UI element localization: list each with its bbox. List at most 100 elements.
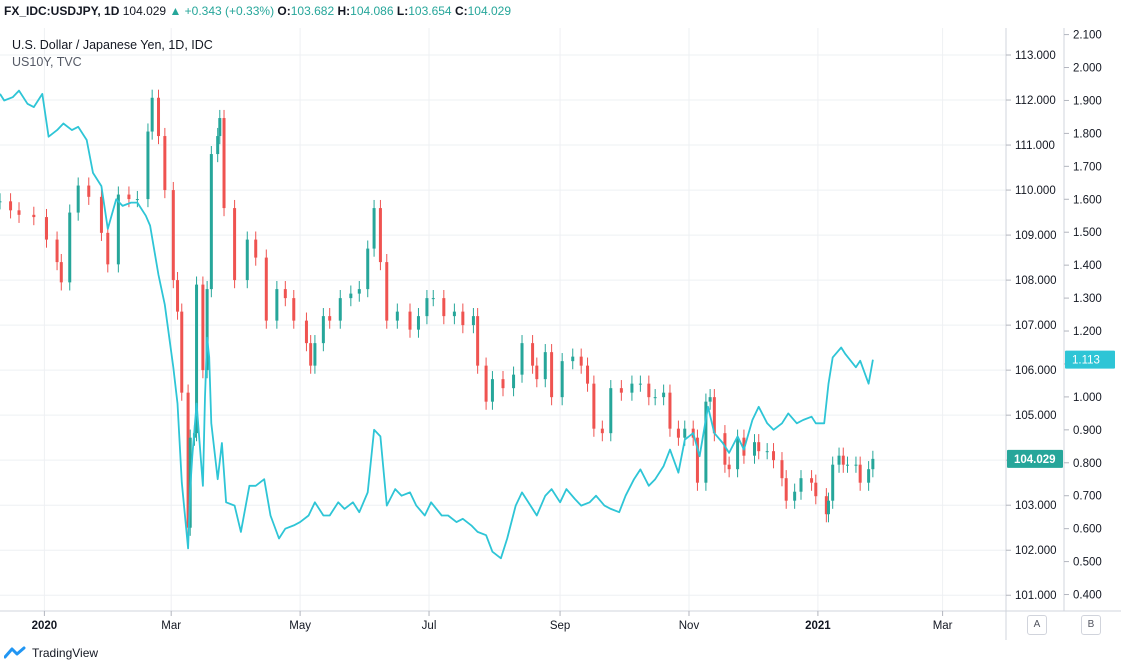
us10y-tick-label: 1.000	[1073, 392, 1102, 404]
us10y-tick-label: 1.200	[1073, 326, 1102, 338]
us10y-last-value: 1.113	[1072, 355, 1100, 367]
scale-b-button[interactable]: B	[1081, 615, 1101, 635]
candle-body	[431, 298, 435, 300]
candle-body	[157, 97, 161, 137]
high-label: H:	[337, 4, 351, 18]
candle-body	[408, 311, 412, 330]
candle-body	[216, 136, 220, 155]
time-tick-label: 2020	[32, 620, 58, 632]
candle-body	[727, 464, 731, 470]
close-label: C:	[454, 4, 468, 18]
us10y-tick-label: 2.000	[1073, 63, 1102, 75]
candle-body	[619, 388, 623, 393]
candle-body	[357, 289, 361, 294]
candle-body	[845, 464, 849, 466]
candle-body	[579, 356, 583, 366]
candle-body	[592, 383, 596, 429]
candle-body	[784, 478, 788, 501]
us10y-price-axis[interactable]: 2.100 2.000 1.900 1.800 1.700 1.600 1.500 1.400…	[1064, 30, 1102, 602]
candle-body	[867, 469, 871, 483]
candle-body	[9, 201, 13, 211]
candle-body	[814, 482, 818, 497]
symbol-header: FX_IDC:USDJPY, 1D 104.029 ▲ +0.343 (+0.3…	[4, 4, 511, 18]
us10y-tick-label: 1.600	[1073, 194, 1102, 206]
legend-main-series[interactable]: U.S. Dollar / Japanese Yen, 1D, IDC	[12, 38, 213, 52]
symbol-name[interactable]: FX_IDC:USDJPY, 1D	[4, 4, 120, 18]
last-value-badges: 1.113 104.029	[1007, 350, 1115, 468]
candle-body	[535, 365, 539, 380]
usdjpy-tick-label: 106.000	[1015, 365, 1057, 377]
time-tick-label: May	[289, 620, 311, 632]
candle-body	[476, 316, 480, 366]
candle-body	[600, 428, 604, 434]
high-value: 104.086	[350, 4, 394, 18]
candle-body	[283, 289, 287, 299]
candle-body	[550, 352, 554, 398]
candle-body	[810, 478, 814, 483]
candle-body	[765, 451, 769, 453]
candle-body	[501, 379, 505, 389]
candle-body	[254, 239, 258, 258]
candle-body	[309, 343, 313, 366]
candle-body	[461, 311, 465, 326]
usdjpy-tick-label: 110.000	[1015, 185, 1056, 197]
chart-svg[interactable]: 113.000 112.000 111.000 110.000 109.000 108.0…	[0, 28, 1121, 640]
usdjpy-candles	[0, 89, 875, 536]
candle-body	[195, 284, 199, 434]
us10y-line	[0, 89, 874, 560]
close-value: 104.029	[467, 4, 512, 18]
candle-body	[416, 316, 420, 330]
chart-legend: U.S. Dollar / Japanese Yen, 1D, IDC US10…	[12, 37, 213, 71]
us10y-line-series	[0, 89, 874, 560]
us10y-tick-label: 0.900	[1073, 425, 1102, 437]
candle-body	[560, 361, 564, 398]
time-tick-label: Mar	[161, 620, 181, 632]
last-price: 104.029	[122, 4, 167, 18]
usdjpy-tick-label: 105.000	[1015, 410, 1057, 422]
candle-body	[531, 343, 535, 366]
candle-body	[668, 392, 672, 429]
candle-body	[292, 298, 296, 321]
candle-body	[772, 451, 776, 461]
candle-body	[630, 383, 634, 393]
candle-body	[543, 352, 547, 380]
candle-body	[676, 428, 680, 438]
usdjpy-tick-label: 112.000	[1015, 95, 1056, 107]
candle-body	[366, 248, 370, 290]
candle-body	[163, 136, 167, 191]
us10y-tick-label: 0.800	[1073, 458, 1102, 470]
candle-body	[321, 316, 325, 344]
us10y-tick-label: 1.900	[1073, 95, 1102, 107]
candle-body	[712, 397, 716, 434]
candle-body	[127, 194, 131, 200]
candle-body	[586, 365, 590, 384]
auto-scale-button[interactable]: A	[1027, 615, 1047, 635]
candle-body	[753, 442, 756, 456]
brand-name: TradingView	[32, 646, 99, 660]
candle-body	[106, 232, 110, 265]
candle-body	[275, 289, 279, 321]
low-value: 103.654	[408, 4, 452, 18]
candle-body	[68, 212, 72, 283]
candle-body	[826, 500, 830, 515]
us10y-tick-label: 0.700	[1073, 491, 1102, 503]
legend-second-series[interactable]: US10Y, TVC	[12, 55, 82, 69]
usdjpy-price-axis[interactable]: 113.000 112.000 111.000 110.000 109.000 108.0…	[1006, 50, 1057, 602]
candle-body	[683, 428, 687, 438]
candle-body	[425, 298, 429, 317]
usdjpy-tick-label: 102.000	[1015, 545, 1057, 557]
candle-body	[209, 154, 213, 290]
chart-area[interactable]: 113.000 112.000 111.000 110.000 109.000 108.0…	[0, 28, 1121, 640]
candle-body	[186, 392, 190, 528]
candle-body	[442, 298, 446, 317]
time-tick-label: Nov	[679, 620, 700, 632]
footer-brand[interactable]: TradingView	[4, 646, 98, 660]
candle-body	[264, 257, 268, 321]
us10y-tick-label: 1.700	[1073, 161, 1102, 173]
usdjpy-tick-label: 101.000	[1015, 590, 1057, 602]
time-axis[interactable]: 2020 Mar May Jul Sep Nov 2021 Mar	[32, 611, 953, 632]
candle-body	[338, 298, 342, 321]
candle-body	[653, 397, 657, 399]
open-label: O:	[277, 4, 291, 18]
time-tick-label: Jul	[422, 620, 437, 632]
